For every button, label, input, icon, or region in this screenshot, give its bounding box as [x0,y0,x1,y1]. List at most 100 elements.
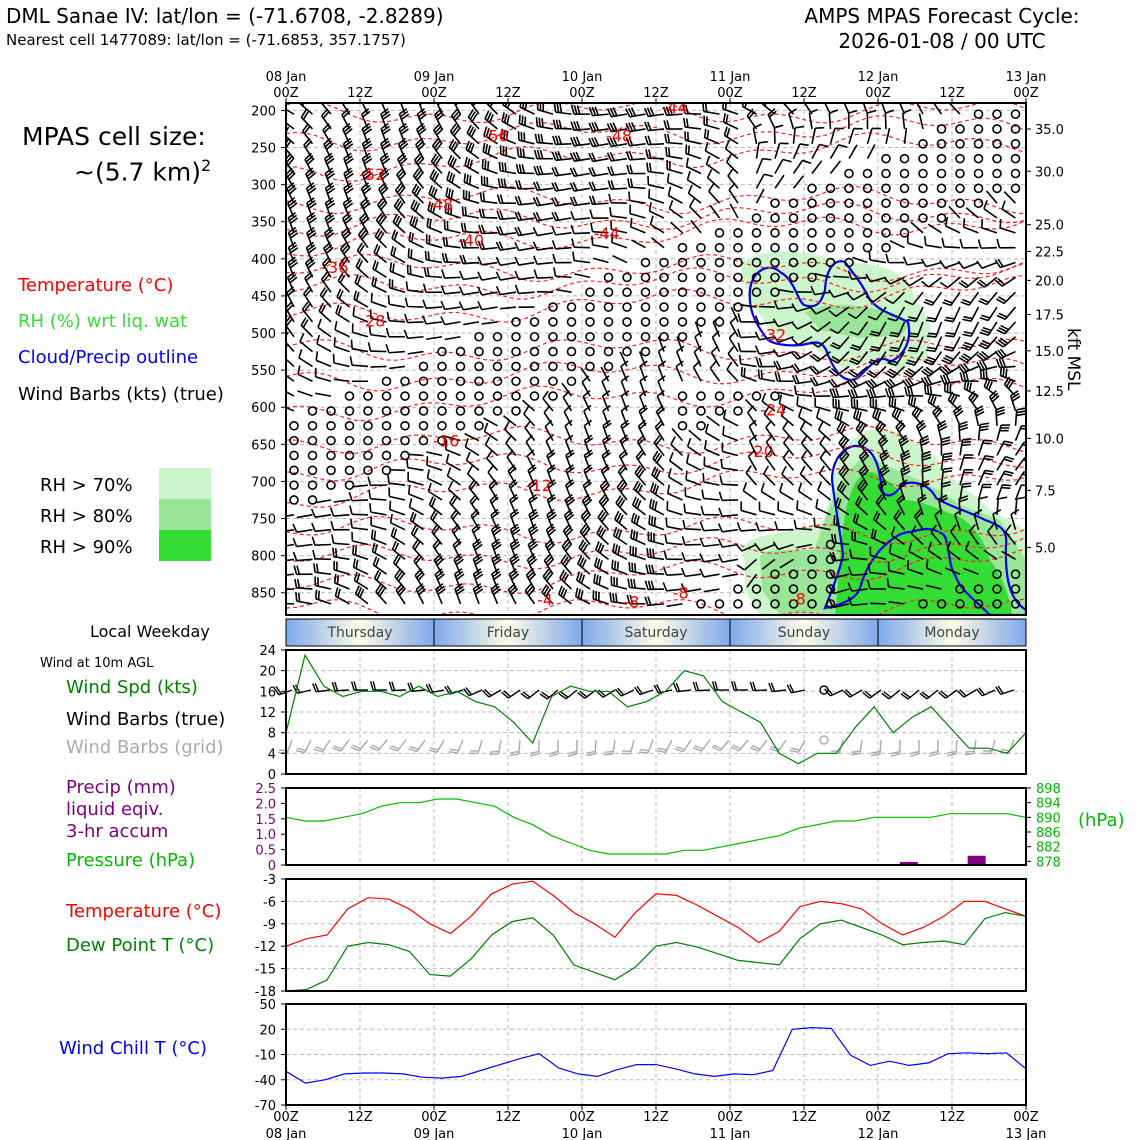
barb-flag [415,556,422,565]
main-wind-barb [466,124,480,145]
barb-flag [565,496,574,504]
grid-wind-barb [469,739,483,755]
barb-staff [778,350,794,358]
main-wind-barb-calm [751,584,762,594]
barb-staff [668,476,683,486]
main-wind-barb-calm [511,376,521,387]
barb-staff [796,508,813,516]
barb-flag [503,129,506,139]
main-wind-barb [979,369,998,383]
temp-contour-label: -36 [322,258,348,277]
barb-staff [949,531,961,545]
barb-flag [828,309,837,317]
barb-flag [828,369,837,377]
main-wind-barb [921,365,942,377]
barb-flag [498,225,504,235]
barb-flag [334,587,339,597]
barb-flag [362,202,371,210]
barb-flag [625,122,631,132]
barb-flag [305,155,314,163]
barb-flag [354,274,359,284]
barb-flag [926,349,936,353]
barb-staff [814,291,831,296]
barb-flag [440,316,446,325]
barb-flag [361,231,369,240]
main-wind-barb [811,160,823,174]
barb-staff [945,225,961,234]
main-wind-barb [606,137,628,148]
main-wind-barb-calm [677,317,688,327]
barb-flag [528,555,537,564]
main-wind-barb [650,237,665,249]
barb-flag [454,103,455,104]
main-wind-barb [828,109,839,130]
barb-flag [306,170,315,178]
barb-flag [590,222,594,232]
main-wind-barb-calm [714,302,725,312]
barb-flag [742,482,748,492]
barb-flag [345,158,354,165]
barb-staff [464,433,480,442]
barb-flag [583,449,593,456]
main-wind-barb [447,154,462,175]
barb-flag [748,419,757,427]
main-wind-barb [594,541,609,560]
main-wind-barb [884,365,906,379]
barb-flag [912,397,917,407]
main-wind-barb [406,264,424,279]
barb-staff [668,208,683,219]
main-wind-barb [791,303,813,313]
main-wind-barb [495,225,517,236]
barb-flag [532,197,538,207]
barb-staff [907,585,924,590]
main-wind-barb-calm [585,331,595,342]
barb-flag [621,437,630,445]
barb-flag [994,279,1003,287]
barb-flag [487,464,495,473]
barb-staff [870,276,887,283]
barb-flag [901,452,910,459]
main-wind-barb [360,197,371,219]
barb-staff [426,451,443,457]
main-wind-barb [286,108,295,115]
main-wind-barb [454,583,465,605]
barb-flag [321,289,328,298]
main-wind-barb-calm [603,287,614,298]
barb-flag [551,212,557,221]
barb-flag [685,470,688,480]
barb-flag [877,434,886,442]
barb-flag [609,122,615,132]
main-wind-barb [718,507,739,518]
barb-flag [326,157,335,165]
main-wind-barb [685,144,702,160]
barb-flag [526,585,534,594]
main-wind-barb [490,582,502,605]
barb-flag [760,482,765,492]
barb-flag [957,690,965,698]
temp-frame [285,878,1027,992]
main-wind-barb [620,404,630,427]
barb-flag [833,515,836,525]
main-wind-barb [592,257,609,264]
temp-contour-line [286,115,1026,152]
main-wind-barb [491,553,502,575]
barb-flag [491,523,500,531]
barb-flag [1002,484,1012,487]
barb-flag [498,161,502,171]
main-wind-barb [875,420,887,442]
barb-flag [437,588,446,596]
barb-flag [495,226,501,236]
main-wind-barb-calm [751,287,762,298]
barb-flag [452,143,459,152]
barb-flag [857,434,865,443]
barb-flag [584,499,593,507]
barb-flag [517,226,523,236]
barb-flag [652,548,655,558]
barb-flag [307,184,316,192]
barb-flag [491,511,500,519]
barb-flag [651,564,655,574]
main-wind-barb [410,525,425,546]
barb-flag [464,206,467,216]
barb-flag [350,681,355,691]
barb-staff [703,497,720,501]
